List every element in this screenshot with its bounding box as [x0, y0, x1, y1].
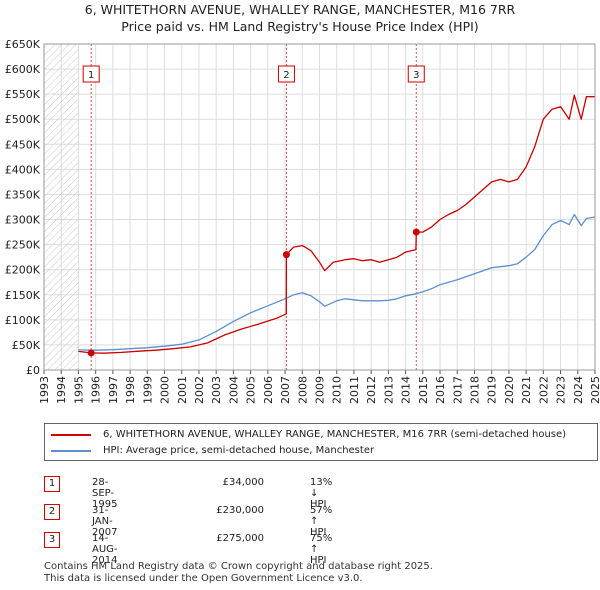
y-tick-label: £100K: [5, 314, 41, 327]
sale-hpi-change: 75% ↑ HPI: [310, 533, 333, 566]
y-tick-label: £500K: [5, 113, 41, 126]
legend-hpi-label: HPI: Average price, semi-detached house,…: [103, 445, 375, 456]
x-tick-label: 2011: [348, 376, 361, 404]
sale-marker-box: [277, 65, 295, 83]
x-tick-label: 2015: [417, 376, 430, 404]
x-tick-label: 2004: [227, 376, 240, 404]
x-tick-label: 2019: [486, 376, 499, 404]
x-tick-label: 2005: [245, 376, 258, 404]
sale-number-badge: 3: [44, 532, 60, 548]
x-tick-label: 2001: [176, 376, 189, 404]
x-tick-label: 2014: [400, 376, 413, 404]
sale-date: 14-AUG-2014: [92, 533, 118, 566]
y-tick-label: £450K: [5, 138, 41, 151]
y-tick-label: £200K: [5, 264, 41, 277]
sale-number-badge: 1: [44, 476, 60, 492]
price-chart: £0 £50K £100K £150K £200K £250K £300K £350K £400…: [5, 38, 600, 404]
chart-title: 6, WHITETHORN AVENUE, WHALLEY RANGE, MAN…: [84, 2, 516, 17]
y-tick-label: £300K: [5, 214, 41, 227]
sale-price: £230,000: [216, 505, 264, 516]
footer-licence: This data is licensed under the Open Gov…: [44, 573, 363, 584]
x-tick-label: 2007: [279, 376, 292, 404]
sale-hpi-change: 13% ↓ HPI: [310, 477, 333, 510]
x-tick-label: 2023: [555, 376, 568, 404]
x-tick-label: 1994: [55, 376, 68, 404]
x-tick-label: 2010: [331, 376, 344, 404]
sale-price: £34,000: [222, 477, 264, 488]
hpi-series-line: [78, 213, 596, 351]
price-series-line: [78, 94, 595, 354]
x-tick-label: 2002: [193, 376, 206, 404]
x-tick-label: 1995: [72, 376, 85, 404]
x-tick-label: 2000: [159, 376, 172, 404]
y-tick-label: £550K: [5, 88, 41, 101]
x-tick-label: 1999: [141, 376, 154, 404]
x-tick-label: 1996: [90, 376, 103, 404]
x-tick-label: 2009: [314, 376, 327, 404]
legend-price-label: 6, WHITETHORN AVENUE, WHALLEY RANGE, MAN…: [103, 429, 567, 440]
sale-point: [282, 251, 290, 259]
legend-hpi-swatch: [51, 450, 91, 452]
y-tick-label: £400K: [5, 163, 41, 176]
x-tick-label: 2006: [262, 376, 275, 404]
sale-marker-box: [82, 65, 100, 83]
x-tick-label: 2013: [382, 376, 395, 404]
no-data-hatch: [44, 44, 79, 370]
chart-legend: 6, WHITETHORN AVENUE, WHALLEY RANGE, MAN…: [44, 423, 598, 461]
x-tick-label: 2021: [520, 376, 533, 404]
sale-number-badge: 2: [44, 504, 60, 520]
x-tick-label: 2012: [365, 376, 378, 404]
sale-date: 31-JAN-2007: [92, 505, 118, 538]
x-tick-label: 2024: [572, 376, 585, 404]
x-tick-label: 1997: [107, 376, 120, 404]
legend-price-swatch: [51, 434, 91, 436]
x-tick-label: 2008: [296, 376, 309, 404]
x-tick-label: 2017: [451, 376, 464, 404]
y-tick-label: £250K: [5, 239, 41, 252]
footer-copyright: Contains HM Land Registry data © Crown c…: [44, 561, 433, 572]
sale-marker-label: 3: [413, 70, 419, 81]
sale-marker-label: 1: [88, 70, 94, 81]
sale-price: £275,000: [216, 533, 264, 544]
sale-point: [412, 228, 420, 236]
x-tick-label: 1993: [38, 376, 51, 404]
y-tick-label: £350K: [5, 188, 41, 201]
x-tick-label: 2022: [537, 376, 550, 404]
x-tick-label: 2020: [503, 376, 516, 404]
plot-border: [43, 43, 596, 371]
sale-marker-label: 2: [283, 70, 289, 81]
chart-subtitle: Price paid vs. HM Land Registry's House …: [121, 19, 479, 34]
sale-marker-box: [407, 65, 425, 83]
y-tick-label: £600K: [5, 63, 41, 76]
x-tick-label: 2016: [434, 376, 447, 404]
x-tick-label: 1998: [124, 376, 137, 404]
x-tick-label: 2003: [210, 376, 223, 404]
y-tick-label: £650K: [5, 38, 41, 51]
y-tick-label: £0: [26, 364, 40, 377]
x-tick-label: 2018: [468, 376, 481, 404]
y-tick-label: £150K: [5, 289, 41, 302]
y-tick-label: £50K: [12, 339, 41, 352]
sale-date: 28-SEP-1995: [92, 477, 118, 510]
sale-hpi-change: 57% ↑ HPI: [310, 505, 333, 538]
sale-point: [87, 349, 95, 357]
x-tick-label: 2025: [589, 376, 600, 404]
